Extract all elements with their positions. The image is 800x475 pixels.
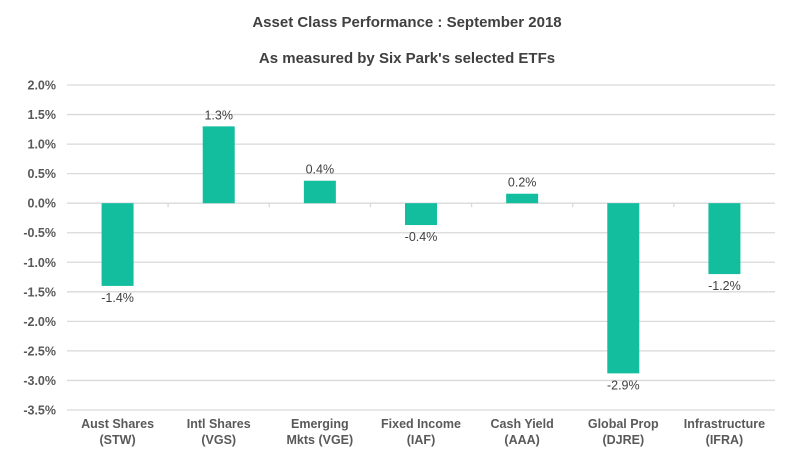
- data-label: -0.4%: [405, 230, 438, 244]
- y-tick-label: -3.0%: [23, 374, 56, 388]
- x-tick-label: Global Prop: [588, 417, 659, 431]
- y-tick-label: -0.5%: [23, 226, 56, 240]
- y-tick-label: 0.0%: [28, 197, 57, 211]
- data-label: -1.2%: [708, 279, 741, 293]
- bar: [101, 203, 134, 286]
- y-tick-label: -2.0%: [23, 315, 56, 329]
- data-label: -2.9%: [607, 378, 640, 392]
- x-tick-label: (IAF): [407, 433, 435, 447]
- x-tick-label: (IFRA): [706, 433, 744, 447]
- x-tick-label: Mkts (VGE): [287, 433, 354, 447]
- chart-title: Asset Class Performance : September 2018: [252, 14, 561, 31]
- x-tick-label: Cash Yield: [491, 417, 554, 431]
- data-label: 0.4%: [306, 163, 335, 177]
- x-tick-label: (VGS): [201, 433, 236, 447]
- bar: [607, 203, 640, 374]
- y-tick-label: 1.5%: [28, 108, 57, 122]
- y-tick-label: 2.0%: [28, 79, 57, 93]
- bar: [202, 126, 235, 204]
- x-tick-label: Aust Shares: [81, 417, 154, 431]
- y-tick-label: 1.0%: [28, 138, 57, 152]
- bar: [303, 180, 336, 204]
- y-tick-label: 0.5%: [28, 167, 57, 181]
- chart-subtitle: As measured by Six Park's selected ETFs: [259, 50, 555, 67]
- data-label: 0.2%: [508, 176, 537, 190]
- data-label: 1.3%: [204, 108, 233, 122]
- bar: [506, 193, 539, 204]
- y-tick-label: -2.5%: [23, 344, 56, 358]
- bar: [708, 203, 741, 275]
- x-tick-label: (STW): [100, 433, 136, 447]
- x-tick-label: Intl Shares: [187, 417, 251, 431]
- x-tick-label: Fixed Income: [381, 417, 461, 431]
- x-tick-label: Emerging: [291, 417, 349, 431]
- y-tick-label: -3.5%: [23, 404, 56, 418]
- x-tick-label: Infrastructure: [684, 417, 765, 431]
- data-label: -1.4%: [101, 291, 134, 305]
- x-tick-label: (AAA): [504, 433, 539, 447]
- y-tick-label: -1.0%: [23, 256, 56, 270]
- bar: [405, 203, 437, 226]
- x-tick-label: (DJRE): [602, 433, 644, 447]
- y-tick-label: -1.5%: [23, 285, 56, 299]
